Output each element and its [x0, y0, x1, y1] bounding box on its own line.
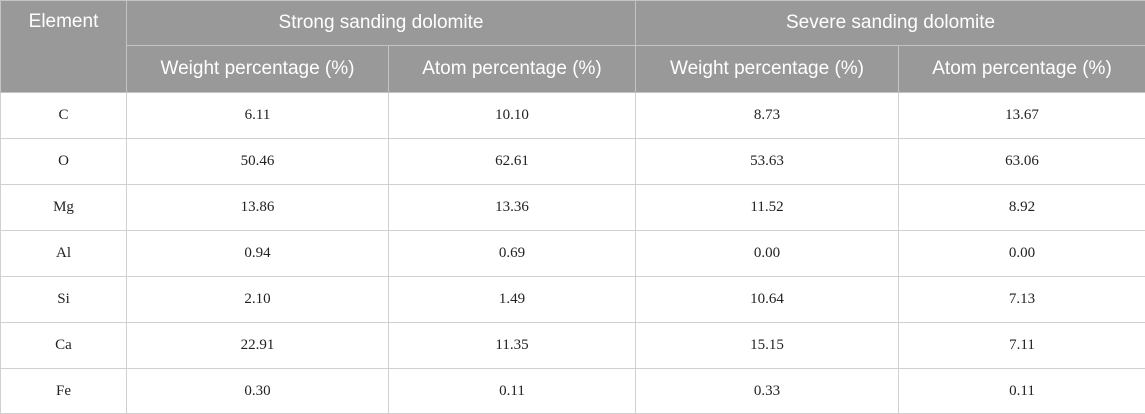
- value-cell: 10.64: [636, 277, 899, 323]
- table-row: Al 0.94 0.69 0.00 0.00: [1, 231, 1145, 277]
- element-cell: Mg: [1, 185, 127, 231]
- table-row: O 50.46 62.61 53.63 63.06: [1, 139, 1145, 185]
- group-header-severe: Severe sanding dolomite: [636, 1, 1145, 46]
- subheader-atom-severe: Atom percentage (%): [899, 46, 1145, 93]
- element-column-header: Element: [1, 1, 127, 93]
- value-cell: 0.00: [636, 231, 899, 277]
- group-header-strong: Strong sanding dolomite: [127, 1, 636, 46]
- value-cell: 11.52: [636, 185, 899, 231]
- value-cell: 0.30: [127, 369, 389, 414]
- value-cell: 13.36: [389, 185, 636, 231]
- subheader-row: Weight percentage (%) Atom percentage (%…: [1, 46, 1145, 93]
- value-cell: 7.13: [899, 277, 1145, 323]
- element-cell: Ca: [1, 323, 127, 369]
- element-cell: Fe: [1, 369, 127, 414]
- value-cell: 13.67: [899, 93, 1145, 139]
- value-cell: 1.49: [389, 277, 636, 323]
- value-cell: 22.91: [127, 323, 389, 369]
- subheader-weight-strong: Weight percentage (%): [127, 46, 389, 93]
- value-cell: 0.00: [899, 231, 1145, 277]
- table-row: Mg 13.86 13.36 11.52 8.92: [1, 185, 1145, 231]
- value-cell: 7.11: [899, 323, 1145, 369]
- value-cell: 0.94: [127, 231, 389, 277]
- table-row: Ca 22.91 11.35 15.15 7.11: [1, 323, 1145, 369]
- value-cell: 0.33: [636, 369, 899, 414]
- element-cell: Al: [1, 231, 127, 277]
- element-cell: C: [1, 93, 127, 139]
- table-row: Fe 0.30 0.11 0.33 0.11: [1, 369, 1145, 414]
- value-cell: 2.10: [127, 277, 389, 323]
- value-cell: 50.46: [127, 139, 389, 185]
- value-cell: 0.11: [899, 369, 1145, 414]
- value-cell: 62.61: [389, 139, 636, 185]
- value-cell: 6.11: [127, 93, 389, 139]
- value-cell: 13.86: [127, 185, 389, 231]
- value-cell: 63.06: [899, 139, 1145, 185]
- value-cell: 0.11: [389, 369, 636, 414]
- table-row: Si 2.10 1.49 10.64 7.13: [1, 277, 1145, 323]
- value-cell: 8.73: [636, 93, 899, 139]
- subheader-weight-severe: Weight percentage (%): [636, 46, 899, 93]
- element-cell: O: [1, 139, 127, 185]
- value-cell: 0.69: [389, 231, 636, 277]
- value-cell: 53.63: [636, 139, 899, 185]
- group-header-row: Element Strong sanding dolomite Severe s…: [1, 1, 1145, 46]
- value-cell: 15.15: [636, 323, 899, 369]
- value-cell: 11.35: [389, 323, 636, 369]
- value-cell: 8.92: [899, 185, 1145, 231]
- element-cell: Si: [1, 277, 127, 323]
- subheader-atom-strong: Atom percentage (%): [389, 46, 636, 93]
- table-row: C 6.11 10.10 8.73 13.67: [1, 93, 1145, 139]
- value-cell: 10.10: [389, 93, 636, 139]
